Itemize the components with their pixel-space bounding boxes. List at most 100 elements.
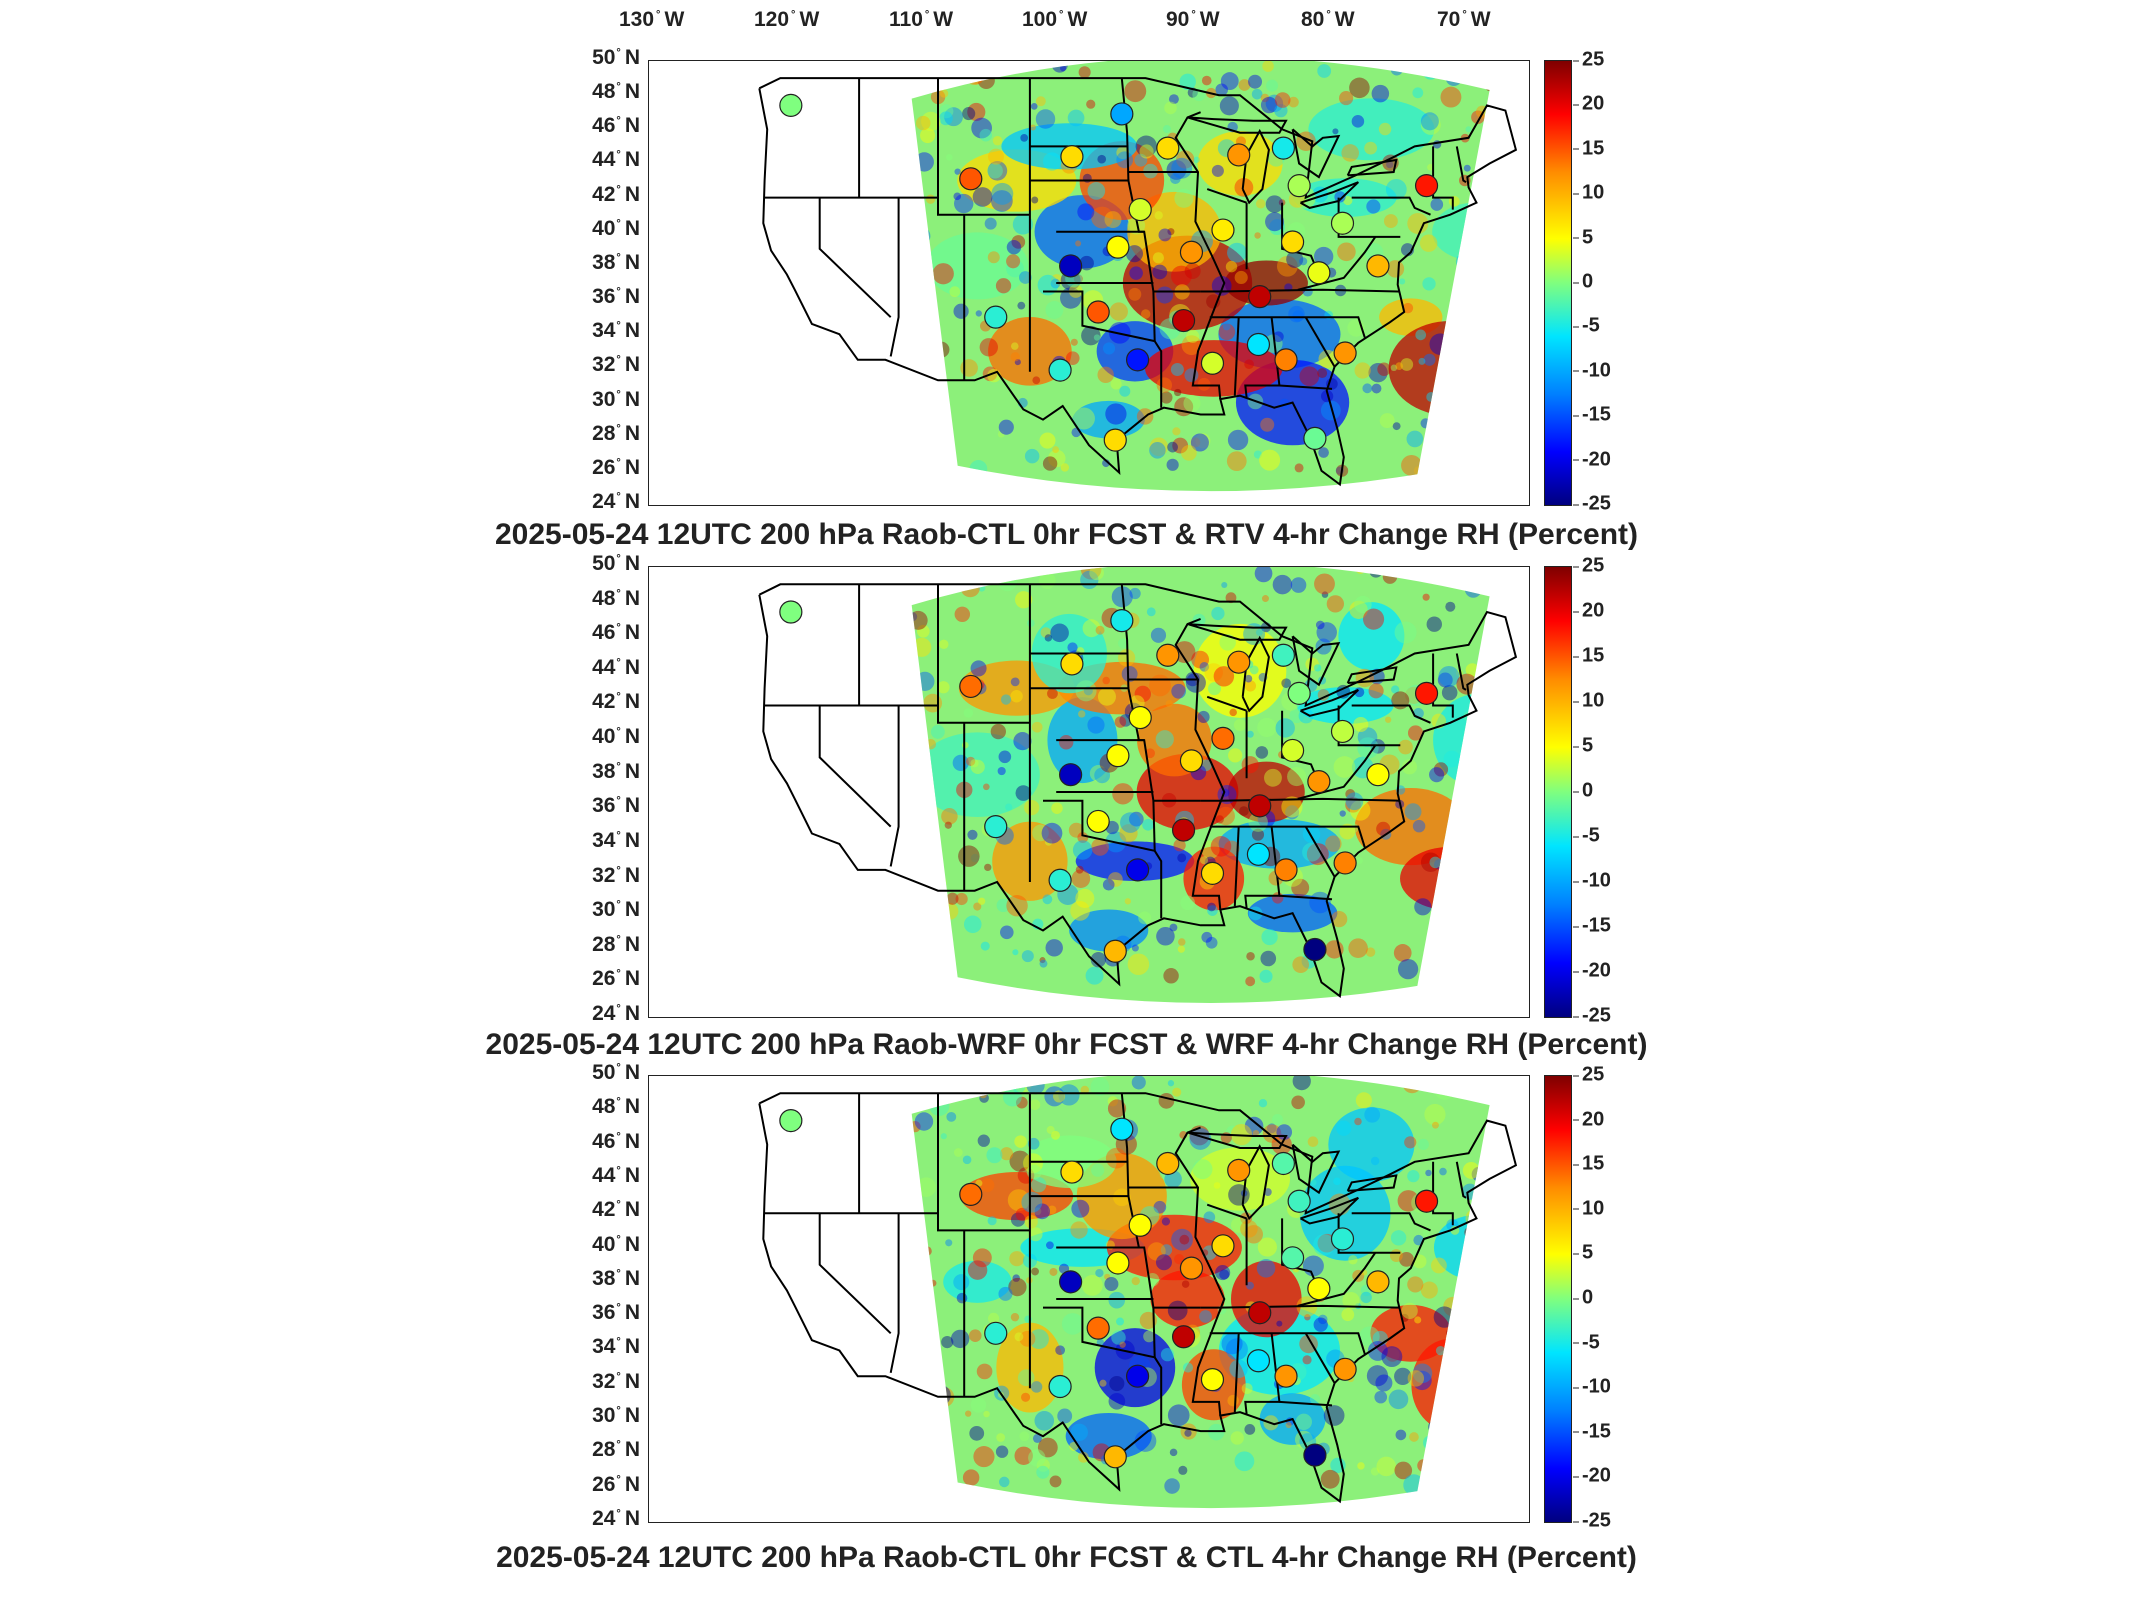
colorbar	[1544, 1075, 1572, 1523]
latitude-label: 50° N	[592, 1061, 640, 1084]
map-canvas	[758, 61, 1518, 492]
colorbar	[1544, 60, 1572, 506]
longitude-label: 90 ° W	[1166, 8, 1220, 31]
latitude-label: 42° N	[592, 1198, 640, 1222]
raob-station-marker	[1200, 861, 1225, 885]
map-panel: 50° N 48° N 46° N 44° N 42° N 40° N 38° N 36° N 34° N 32° N…	[0, 46, 2133, 564]
raob-station-marker	[1333, 1357, 1357, 1381]
boundary-lines	[758, 1092, 1518, 1504]
colorbar-tick-label: -10	[1573, 1375, 1611, 1398]
raob-station-marker	[1280, 230, 1305, 254]
raob-station-marker	[1330, 211, 1355, 235]
longitude-axis: 130 ° W 120 ° W 110 ° W 100 ° W 90 ° W 80 ° W 70 ° W	[0, 0, 2133, 60]
colorbar-tick-label: -20	[1573, 448, 1611, 471]
colorbar-tick-label: 20	[1572, 599, 1605, 622]
colorbar-tick-label: 0	[1572, 779, 1594, 802]
longitude-label: 70 ° W	[1437, 8, 1491, 31]
raob-station-marker	[984, 305, 1008, 329]
raob-station-marker	[1103, 939, 1127, 963]
colorbar-tick-label: -10	[1573, 869, 1611, 892]
raob-station-marker	[1171, 1325, 1196, 1349]
colorbar-tick-label: 25	[1572, 554, 1605, 577]
latitude-label: 44° N	[592, 148, 640, 172]
raob-station-marker	[1366, 1270, 1390, 1294]
raob-station-marker	[1211, 218, 1235, 242]
latitude-label: 40° N	[592, 216, 640, 240]
raob-station-marker	[1307, 1277, 1331, 1301]
latitude-label: 30° N	[592, 387, 640, 411]
colorbar-tick-label: 10	[1572, 1197, 1605, 1220]
latitude-label: 30° N	[592, 898, 640, 922]
raob-station-marker	[1333, 851, 1357, 875]
latitude-label: 50° N	[592, 46, 640, 69]
raob-station-marker	[1227, 650, 1251, 674]
raob-station-marker	[1125, 858, 1150, 882]
colorbar-tick-label: -5	[1573, 824, 1600, 847]
raob-station-marker	[1330, 1227, 1355, 1251]
latitude-label: 34° N	[592, 319, 640, 343]
colorbar-tick-label: 15	[1572, 644, 1605, 667]
raob-station-marker	[1246, 332, 1271, 357]
latitude-label: 42° N	[592, 690, 640, 714]
raob-station-marker	[984, 1321, 1008, 1345]
latitude-label: 26° N	[592, 967, 640, 991]
raob-station-marker	[1179, 1256, 1204, 1280]
map-canvas	[758, 1076, 1518, 1509]
latitude-label: 32° N	[592, 863, 640, 887]
map-panel: 50° N 48° N 46° N 44° N 42° N 40° N 38° N 36° N 34° N 32° N…	[0, 1061, 2133, 1581]
latitude-label: 32° N	[592, 353, 640, 377]
raob-station-marker	[1227, 143, 1251, 167]
raob-station-marker	[1060, 145, 1084, 169]
latitude-label: 26° N	[592, 455, 640, 479]
raob-station-marker	[1280, 1246, 1305, 1270]
panel-title: 2025-05-24 12UTC 200 hPa Raob-CTL 0hr FC…	[496, 1541, 1637, 1574]
colorbar-tick-label: -15	[1573, 914, 1611, 937]
raob-station-marker	[1048, 1374, 1072, 1399]
raob-station-marker	[1128, 197, 1152, 222]
latitude-label: 34° N	[592, 828, 640, 852]
colorbar-tick-label: 10	[1572, 181, 1605, 204]
latitude-label: 48° N	[592, 1095, 640, 1119]
raob-station-marker	[1248, 794, 1272, 818]
raob-station-marker	[1106, 235, 1130, 259]
raob-station-marker	[1246, 1349, 1271, 1373]
colorbar-tick-label: -10	[1573, 359, 1611, 382]
raob-station-marker	[779, 93, 803, 118]
raob-station-marker	[1303, 426, 1327, 450]
colorbar-tick-label: 20	[1572, 1108, 1605, 1131]
raob-station-marker	[1274, 348, 1298, 372]
latitude-label: 24° N	[592, 490, 640, 513]
longitude-label: 80 ° W	[1301, 8, 1355, 31]
raob-station-marker	[1110, 102, 1134, 126]
raob-station-marker	[1060, 652, 1084, 676]
raob-station-marker	[1171, 308, 1196, 333]
raob-station-marker	[1211, 1234, 1235, 1258]
raob-station-marker	[1274, 858, 1298, 882]
colorbar-ticks: 25 20 15 10 5 0 -5 -10 -15 -20 -25	[1572, 49, 1634, 515]
raob-station-marker	[1303, 937, 1327, 962]
raob-station-marker	[1414, 681, 1439, 705]
colorbar-ticks: 25 20 15 10 5 0 -5 -10 -15 -20 -25	[1572, 555, 1634, 1027]
raob-station-marker	[1156, 1151, 1180, 1176]
raob-station-marker	[1110, 1117, 1134, 1141]
raob-station-marker	[1106, 744, 1130, 768]
panel-title: 2025-05-24 12UTC 200 hPa Raob-WRF 0hr FC…	[485, 1028, 1648, 1061]
raob-station-marker	[984, 815, 1008, 839]
panel-title: 2025-05-24 12UTC 200 hPa Raob-CTL 0hr FC…	[494, 518, 1639, 551]
latitude-axis: 50° N 48° N 46° N 44° N 42° N 40° N 38° N 36° N 34° N 32° N…	[560, 46, 640, 513]
raob-station-marker	[959, 674, 983, 699]
boundary-lines	[758, 77, 1518, 487]
colorbar-tick-label: 0	[1572, 270, 1594, 293]
raob-station-marker	[1287, 174, 1311, 198]
raob-station-marker	[1366, 763, 1390, 787]
raob-station-marker	[959, 1182, 983, 1206]
latitude-label: 46° N	[592, 1129, 640, 1153]
raob-station-marker	[1106, 1251, 1130, 1275]
raob-station-marker	[1333, 341, 1357, 365]
latitude-label: 24° N	[592, 1002, 640, 1025]
colorbar-tick-label: 10	[1572, 689, 1605, 712]
raob-station-markers	[779, 93, 1439, 452]
longitude-label: 110 ° W	[889, 8, 954, 31]
latitude-axis: 50° N 48° N 46° N 44° N 42° N 40° N 38° N 36° N 34° N 32° N…	[560, 1061, 640, 1530]
raob-station-marker	[1103, 428, 1127, 452]
